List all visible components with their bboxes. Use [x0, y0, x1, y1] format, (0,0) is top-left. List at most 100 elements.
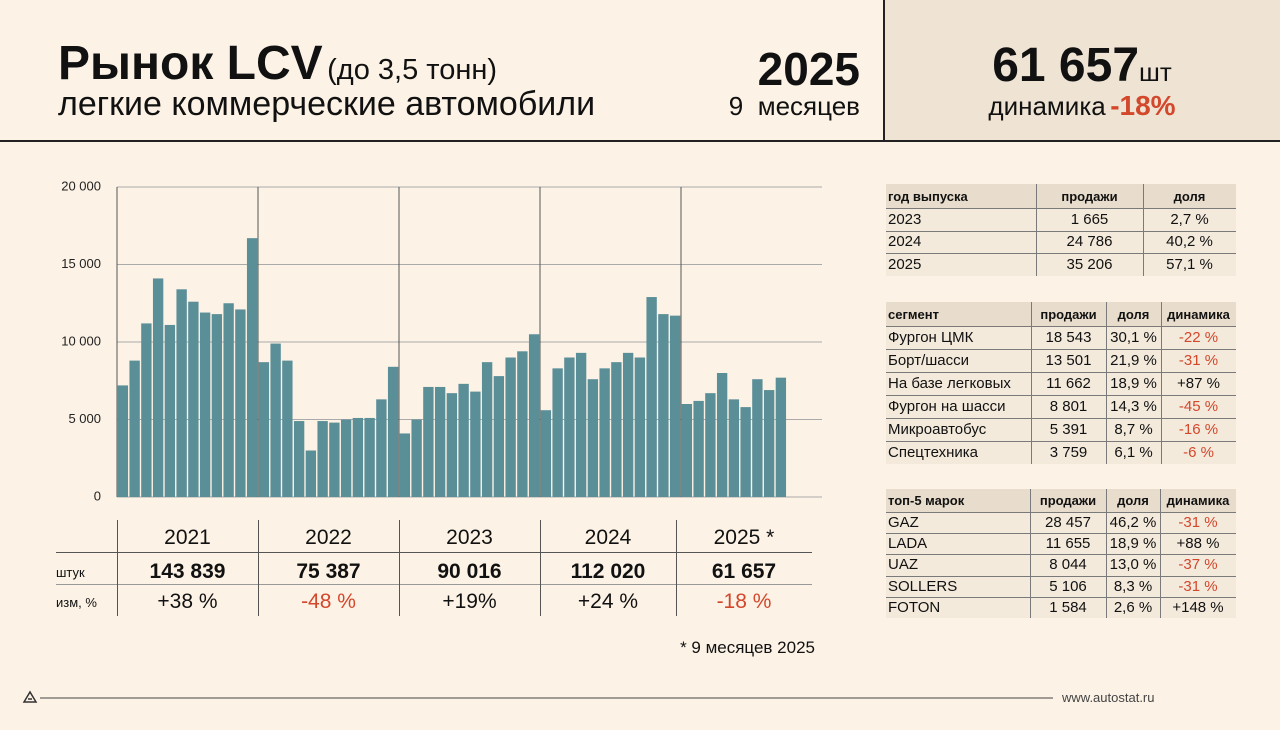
- table-cell: 28 457: [1045, 514, 1091, 532]
- title-note: (до 3,5 тонн): [327, 54, 498, 86]
- bar: [740, 407, 751, 497]
- table-cell: LADA: [888, 535, 928, 553]
- bar: [329, 422, 340, 497]
- bar: [505, 357, 516, 497]
- summary-col-rule: [540, 520, 541, 616]
- y-tick-label: 5 000: [68, 411, 101, 426]
- table-row-bg: [886, 326, 1236, 349]
- bar: [258, 362, 270, 497]
- bar: [693, 400, 704, 497]
- bar: [152, 278, 164, 497]
- bar: [634, 357, 646, 497]
- table-cell: 8 801: [1049, 398, 1088, 415]
- bar: [752, 379, 763, 497]
- table-cell: +88 %: [1176, 535, 1220, 553]
- table-cell: -6 %: [1183, 444, 1214, 461]
- header-rule: [0, 140, 1280, 142]
- bar: [282, 360, 293, 497]
- table-row-bg: [886, 554, 1236, 576]
- table-cell: 13,0 %: [1109, 556, 1157, 574]
- table-cell: -22 %: [1178, 329, 1219, 346]
- table-header-cell: доля: [1117, 306, 1150, 322]
- summary-table: 2021 2022 2023 2024 2025 * штук 143 839 75 387 9…: [0, 520, 830, 620]
- summary-year: 2024: [584, 526, 632, 549]
- bar: [176, 289, 187, 497]
- bar: [599, 368, 610, 497]
- bar: [352, 417, 364, 497]
- summary-col-rule: [258, 520, 259, 616]
- summary-cell: 75 387: [296, 560, 361, 583]
- table-row-bg: [886, 596, 1236, 618]
- bar: [470, 391, 481, 497]
- table-col-rule: [1143, 184, 1144, 276]
- y-tick-label: 0: [94, 488, 101, 503]
- table-cell: +87 %: [1177, 375, 1220, 392]
- summary-cell: -48 %: [301, 590, 356, 613]
- summary-cell: 112 020: [570, 560, 646, 583]
- summary-cell: -18 %: [716, 590, 772, 613]
- dynamics-line: динамика -18%: [884, 90, 1280, 122]
- bar: [117, 385, 129, 497]
- y-tick-label: 15 000: [61, 256, 101, 271]
- bar: [423, 386, 434, 497]
- bar: [317, 421, 328, 497]
- summary-cell: 143 839: [149, 560, 226, 583]
- unit: шт: [1139, 57, 1172, 87]
- table-cell: 40,2 %: [1166, 233, 1213, 251]
- table-cell: 18,9 %: [1110, 375, 1157, 392]
- table-cell: 5 106: [1049, 577, 1087, 595]
- bar: [552, 368, 563, 497]
- bar: [293, 421, 305, 497]
- bar: [141, 323, 152, 497]
- table-header-cell: год выпуска: [888, 188, 968, 204]
- y-tick-label: 10 000: [61, 333, 101, 348]
- bar: [246, 238, 258, 497]
- table-row-bg: [886, 208, 1236, 231]
- summary-rule: [56, 552, 812, 553]
- table-row-bg: [886, 575, 1236, 597]
- table-row-bg: [886, 418, 1236, 441]
- bar: [587, 379, 599, 497]
- table-cell: 11 662: [1046, 375, 1091, 392]
- y-tick-label: 20 000: [61, 178, 101, 193]
- logo: [22, 690, 38, 703]
- table-col-rule: [1036, 184, 1037, 276]
- table-cell: 18 543: [1045, 329, 1092, 346]
- summary-col-rule: [676, 520, 677, 616]
- table-cell: Микроавтобус: [888, 421, 987, 438]
- table-cell: 2025: [888, 255, 922, 273]
- table-cell: Спецтехника: [888, 444, 978, 461]
- table-col-rule: [1106, 302, 1107, 464]
- summary-col-rule: [399, 520, 400, 616]
- table-header-cell: сегмент: [888, 306, 939, 322]
- bar: [493, 376, 505, 497]
- table-header-cell: топ-5 марок: [888, 493, 965, 508]
- header-right-panel: [884, 0, 1280, 141]
- table-cell: Фургон ЦМК: [888, 329, 974, 346]
- table-header-cell: продажи: [1040, 306, 1097, 322]
- year: 2025: [757, 43, 860, 95]
- table-cell: 18,9 %: [1109, 535, 1157, 553]
- bar: [658, 314, 669, 497]
- summary-year: 2023: [446, 526, 493, 549]
- table-row-bg: [886, 372, 1236, 395]
- table-cell: 8,7 %: [1114, 421, 1153, 438]
- table-cell: 24 786: [1066, 233, 1113, 251]
- bar: [387, 366, 399, 497]
- bar: [728, 399, 740, 497]
- table-cell: 13 501: [1045, 352, 1092, 369]
- table-cell: 2,7 %: [1170, 210, 1209, 228]
- table-row-bg: [886, 253, 1236, 276]
- bar: [575, 352, 587, 497]
- bar: [481, 362, 493, 497]
- table-cell: UAZ: [888, 556, 918, 574]
- bar: [211, 314, 223, 497]
- period: 9 месяцев: [728, 91, 860, 121]
- summary-col-rule: [117, 520, 118, 616]
- bar: [669, 315, 681, 497]
- bar: [199, 312, 211, 497]
- bar: [188, 301, 199, 497]
- summary-cell: 61 657: [711, 560, 777, 583]
- summary-row-label: изм, %: [56, 594, 97, 610]
- summary-cell: +38 %: [157, 590, 218, 613]
